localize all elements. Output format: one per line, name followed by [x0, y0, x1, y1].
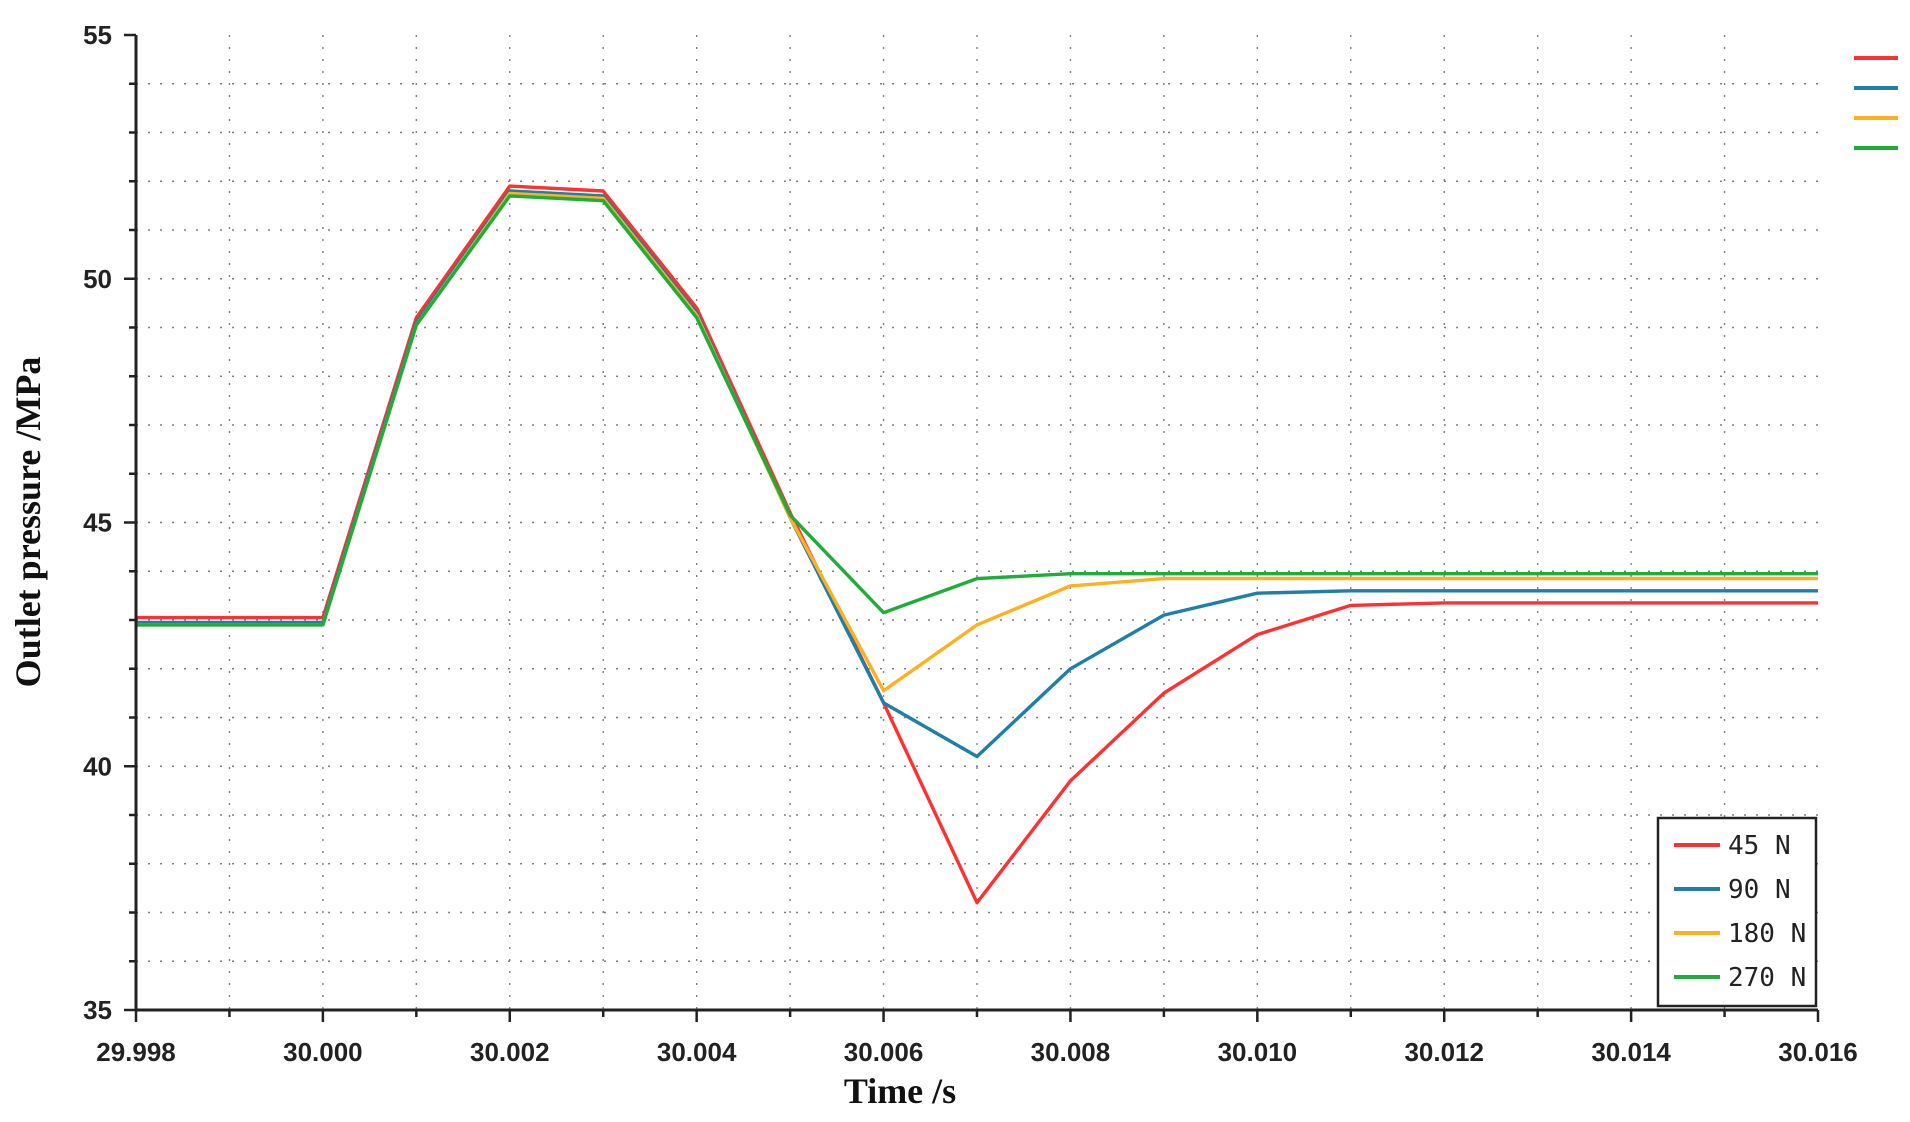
y-tick-label: 50 — [83, 264, 112, 294]
x-tick-label: 30.014 — [1591, 1037, 1671, 1067]
legend: 45 N 90 N 180 N 270 N — [1656, 816, 1818, 1008]
legend-box — [1656, 816, 1818, 1008]
legend-label: 45 N — [1728, 831, 1791, 861]
x-tick-label: 30.012 — [1404, 1037, 1484, 1067]
x-axis-tick-labels: 29.998 30.000 30.002 30.004 30.006 30.008 30.0… — [96, 1037, 1858, 1067]
y-tick-label: 35 — [83, 995, 112, 1025]
series-line-270-n — [136, 194, 1818, 627]
x-tick-label: 30.008 — [1031, 1037, 1111, 1067]
series-line-180-n — [136, 191, 1818, 693]
legend-label: 90 N — [1728, 875, 1791, 905]
x-tick-label: 30.000 — [283, 1037, 363, 1067]
grid-lines — [136, 35, 1818, 1010]
x-tick-label: 29.998 — [96, 1037, 176, 1067]
y-tick-label: 55 — [83, 20, 112, 50]
legend-swatches-top-right — [1854, 56, 1898, 150]
x-tick-label: 30.004 — [657, 1037, 737, 1067]
x-axis-title: Time /s — [844, 1071, 956, 1111]
legend-label: 270 N — [1728, 963, 1806, 993]
y-axis-tick-labels: 35 40 45 50 55 — [83, 20, 112, 1025]
axes — [134, 35, 1818, 1012]
x-tick-label: 30.010 — [1218, 1037, 1298, 1067]
x-tick-label: 30.016 — [1778, 1037, 1858, 1067]
y-tick-label: 45 — [83, 508, 112, 538]
y-tick-label: 40 — [83, 751, 112, 781]
series-line-45-n — [136, 184, 1818, 905]
minor-ticks — [124, 33, 1820, 1022]
legend-label: 180 N — [1728, 919, 1806, 949]
plot-area — [136, 184, 1818, 905]
x-tick-label: 30.002 — [470, 1037, 550, 1067]
y-axis-title: Outlet pressure /MPa — [8, 357, 48, 688]
x-tick-label: 30.006 — [844, 1037, 924, 1067]
